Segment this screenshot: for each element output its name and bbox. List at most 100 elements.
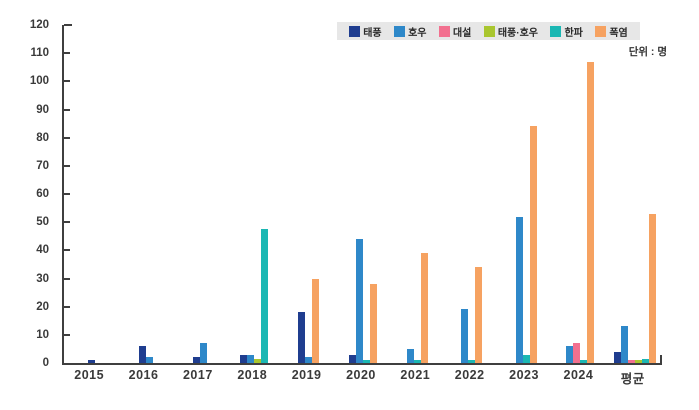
y-axis-tick (64, 52, 70, 55)
y-tick-label: 10 (36, 328, 49, 341)
legend-swatch-icon (394, 25, 406, 37)
bar-대설-2024 (573, 343, 581, 363)
bar-폭염-2023 (529, 126, 537, 363)
legend-item-label: 호우 (408, 27, 427, 39)
bar-태풍-2018 (240, 354, 248, 363)
bar-태풍·호우-2018 (254, 358, 262, 363)
bar-호우-2023 (515, 216, 523, 363)
y-axis-tick (64, 221, 70, 224)
bar-한파-2022 (468, 360, 476, 363)
y-tick-label: 20 (36, 300, 49, 313)
bar-태풍-2017 (192, 357, 200, 363)
legend-item-3: 태풍·호우 (483, 24, 538, 39)
bar-폭염-2022 (475, 267, 483, 363)
bar-한파-2021 (413, 360, 421, 363)
legend-swatch-icon (349, 25, 361, 37)
legend-swatch-icon (438, 25, 450, 37)
y-tick-label: 30 (36, 272, 49, 285)
y-axis-tick (64, 136, 70, 139)
x-tick-label-2017: 2017 (182, 368, 213, 382)
x-tick-label-2015: 2015 (74, 368, 105, 382)
bar-대설-평균 (627, 360, 635, 363)
bar-group-2017 (173, 25, 227, 363)
y-tick-label: 100 (29, 75, 49, 88)
bar-group-2023 (499, 25, 553, 363)
bar-호우-2020 (355, 239, 363, 363)
bar-group-2024 (553, 25, 607, 363)
bar-한파-2020 (362, 360, 370, 363)
x-tick-label-2016: 2016 (128, 368, 159, 382)
legend-item-label: 태풍·호우 (497, 27, 538, 39)
bar-group-2016 (118, 25, 172, 363)
legend-item-1: 호우 (394, 24, 427, 39)
bar-호우-2016 (145, 357, 153, 363)
bar-태풍-2019 (298, 312, 306, 363)
x-tick-label-2020: 2020 (346, 368, 376, 382)
legend-swatch-icon (595, 25, 607, 37)
bar-group-2019 (281, 25, 335, 363)
bar-폭염-평균 (648, 213, 656, 363)
y-axis-tick (64, 333, 70, 336)
bar-group-평균 (608, 25, 662, 363)
unit-label: 단위 : 명 (628, 46, 667, 58)
bar-태풍-2020 (348, 354, 356, 363)
plot-area (62, 24, 662, 365)
y-axis-tick (64, 108, 70, 111)
legend-item-2: 대설 (438, 24, 472, 39)
bar-폭염-2020 (369, 284, 377, 363)
bar-태풍-2015 (87, 360, 95, 363)
bar-한파-평균 (641, 358, 649, 363)
legend-item-0: 태풍 (349, 24, 382, 39)
bar-group-2015 (64, 25, 118, 363)
legend-item-5: 폭염 (595, 24, 628, 39)
bar-폭염-2019 (312, 278, 320, 363)
y-axis-tick (64, 24, 72, 26)
bar-group-2021 (390, 25, 444, 363)
legend-item-label: 한파 (564, 27, 583, 39)
y-axis-tick (64, 193, 70, 195)
x-tick-label-평균: 평균 (620, 372, 645, 386)
bar-호우-2017 (199, 343, 207, 363)
bar-태풍·호우-평균 (634, 360, 642, 363)
y-tick-label: 50 (36, 216, 49, 229)
bar-호우-2024 (566, 346, 574, 363)
bar-호우-2022 (461, 309, 469, 363)
y-axis-tick (64, 164, 70, 167)
y-tick-label: 80 (36, 131, 49, 144)
y-tick-label: 110 (30, 47, 49, 60)
bar-호우-2021 (406, 348, 414, 363)
y-tick-label: 0 (42, 357, 49, 369)
bar-한파-2023 (522, 354, 530, 363)
y-axis-tick (64, 249, 70, 252)
x-tick-label-2018: 2018 (237, 368, 268, 382)
x-tick-label-2019: 2019 (291, 368, 322, 382)
y-tick-label: 90 (36, 103, 49, 116)
x-tick-label-2021: 2021 (400, 368, 431, 382)
x-axis-end-tick (660, 355, 662, 363)
legend-item-label: 대설 (452, 27, 472, 39)
bar-한파-2024 (580, 360, 588, 363)
legend-swatch-icon (550, 25, 562, 37)
y-tick-label: 40 (36, 244, 49, 257)
bar-groups (64, 25, 662, 363)
y-tick-label: 120 (29, 19, 49, 31)
legend-swatch-icon (483, 25, 495, 37)
bar-한파-2018 (261, 229, 269, 363)
bar-group-2022 (445, 25, 499, 363)
y-axis-labels: 0 10 20 30 40 50 60 70 80 90 100 110 120 (0, 19, 55, 369)
bar-태풍-2016 (138, 346, 146, 363)
legend-item-label: 태풍 (363, 27, 382, 39)
x-tick-label-2024: 2024 (563, 368, 594, 382)
bar-호우-2019 (305, 357, 313, 363)
chart-legend: 태풍 호우 대설 태풍·호우 한파 폭염 (337, 22, 640, 40)
bar-폭염-2021 (420, 253, 428, 363)
bar-호우-2018 (247, 354, 255, 363)
bar-폭염-2024 (587, 61, 595, 363)
x-tick-label-2022: 2022 (454, 368, 485, 382)
bar-group-2018 (227, 25, 281, 363)
legend-item-4: 한파 (550, 24, 583, 39)
y-axis-tick (64, 80, 70, 83)
bar-group-2020 (336, 25, 390, 363)
y-axis-tick (64, 277, 70, 280)
